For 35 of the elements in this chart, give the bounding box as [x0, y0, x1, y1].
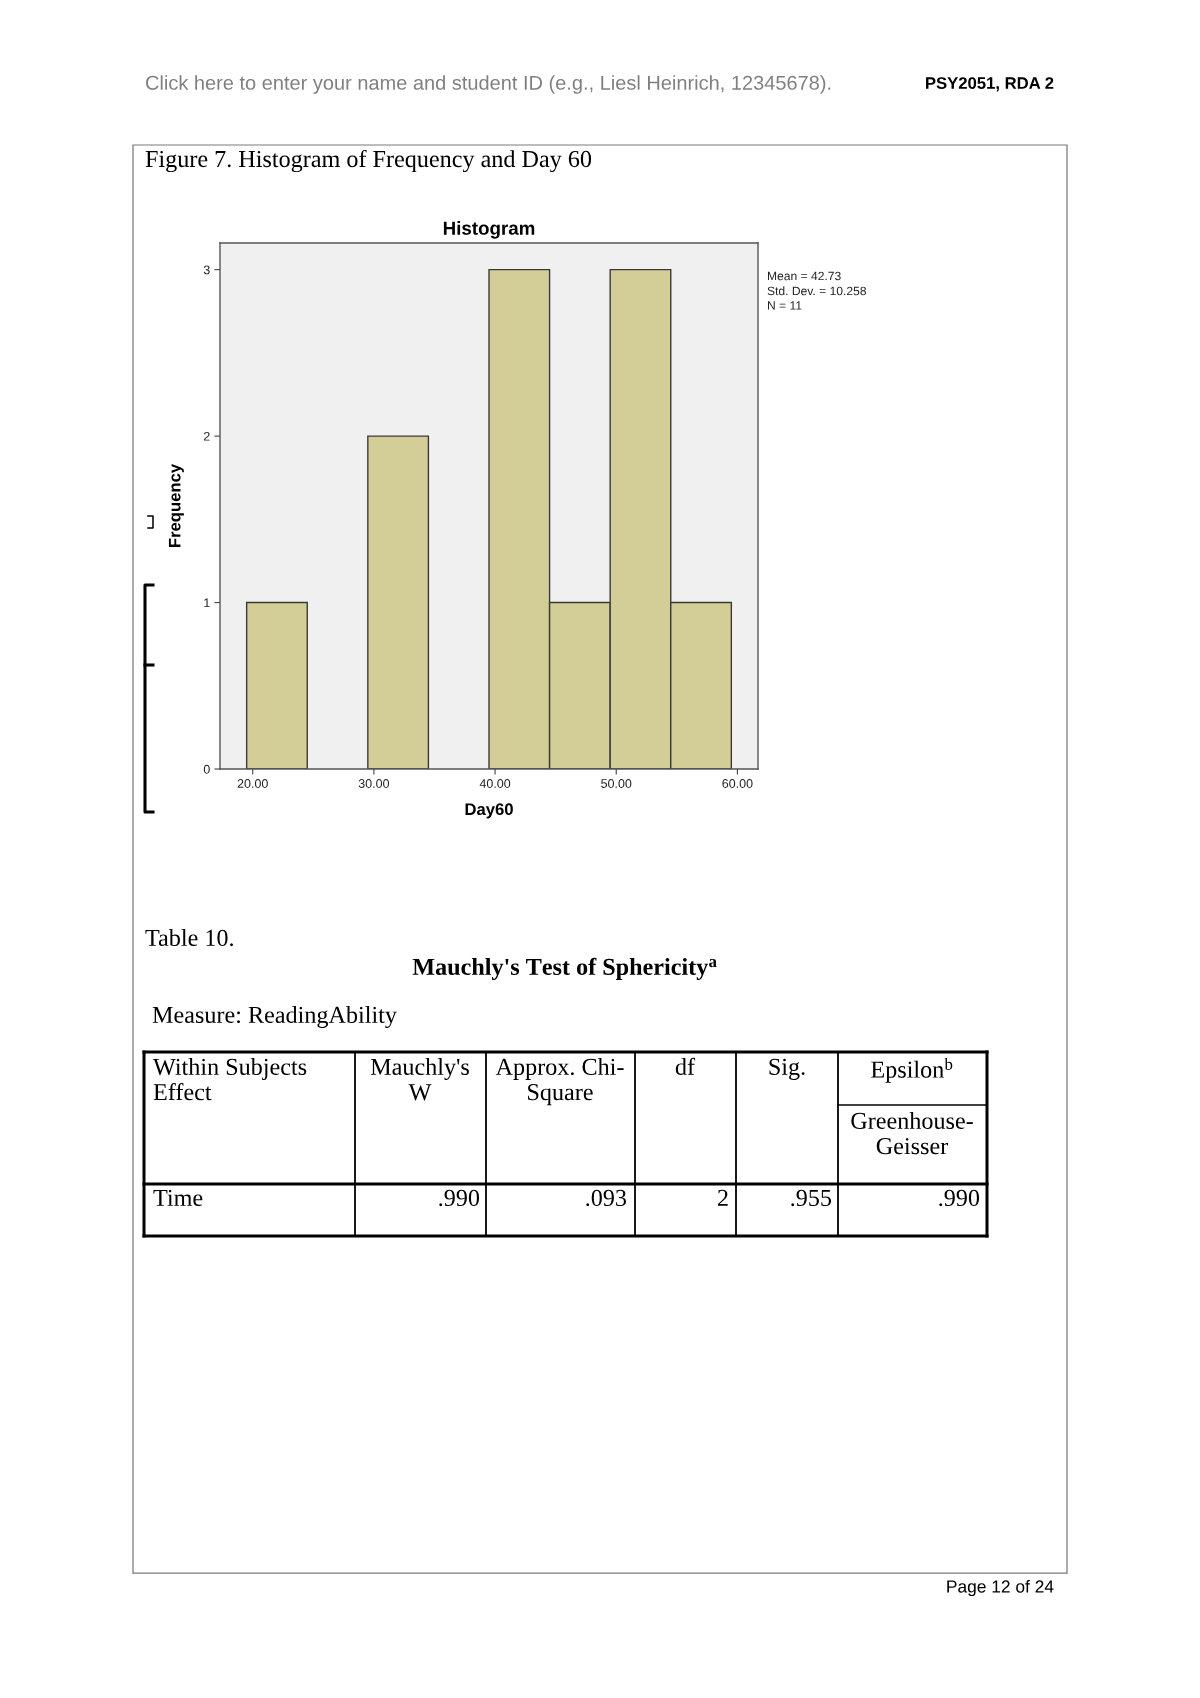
text: Mean = 42.73: [767, 271, 841, 281]
text: Measure: ReadingAbility: [152, 1006, 397, 1028]
x-tick-label: 20.00: [237, 779, 268, 788]
text: .990: [439, 1189, 480, 1207]
x-tick-label: 30.00: [358, 779, 390, 788]
x-tick-label: 50.00: [601, 779, 632, 788]
text: Mauchly's W: [370, 1058, 469, 1101]
text: Std. Dev. = 10.258: [767, 286, 867, 296]
y-tick-label: 1: [204, 598, 210, 608]
text: .990: [939, 1189, 980, 1207]
x-tick-label: 60.00: [722, 779, 753, 788]
text: .955: [791, 1189, 832, 1207]
y-tick-label: 2: [203, 431, 210, 441]
y-tick-label: 0: [203, 764, 210, 774]
caption: Figure 7. Histogram of Frequency and Day 60: [145, 149, 592, 173]
text: PSY2051, RDA 2: [926, 77, 1054, 92]
text: Sig.: [769, 1058, 805, 1080]
y-axis-title: Frequency: [168, 463, 184, 548]
text: Epsilon$^{b}$: [871, 1058, 953, 1083]
text: Page 12 of 24: [947, 1579, 1054, 1597]
x-tick-label: 40.00: [479, 779, 511, 788]
text: .093: [586, 1189, 627, 1207]
chart-title: Histogram: [443, 221, 535, 239]
y-tick-label: 3: [203, 265, 210, 275]
text: Click here to enter your name and student ID (e.g., Liesl Heinrich, 12345678).: [146, 75, 831, 94]
caption: Table 10.: [145, 929, 233, 947]
text: Mauchly's Test of Sphericity$^{a}$: [412, 957, 717, 980]
text: Time: [153, 1189, 203, 1207]
text: 2: [717, 1189, 728, 1206]
x-axis-title: Day60: [465, 803, 513, 819]
text: Approx. Chi- Square: [495, 1058, 624, 1106]
text: Greenhouse- Geisser: [851, 1112, 973, 1155]
text: Within Subjects Effect: [153, 1058, 307, 1101]
text: N = 11: [767, 301, 802, 310]
text: df: [675, 1057, 696, 1076]
